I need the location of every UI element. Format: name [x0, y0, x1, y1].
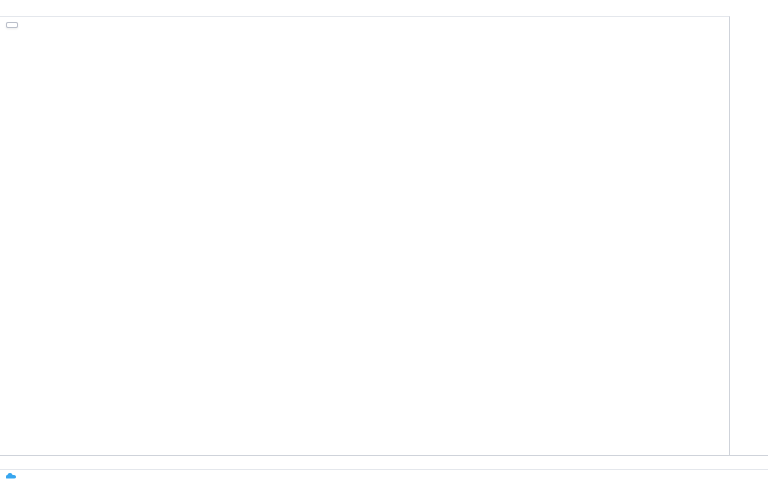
- candlestick-plot[interactable]: [0, 17, 730, 456]
- tradingview-logo-icon[interactable]: [6, 472, 16, 479]
- chart-legend[interactable]: [6, 22, 18, 28]
- time-axis[interactable]: [0, 455, 768, 470]
- footer-bar: [6, 472, 19, 479]
- price-axis[interactable]: [730, 16, 768, 455]
- chart-canvas[interactable]: [0, 16, 730, 455]
